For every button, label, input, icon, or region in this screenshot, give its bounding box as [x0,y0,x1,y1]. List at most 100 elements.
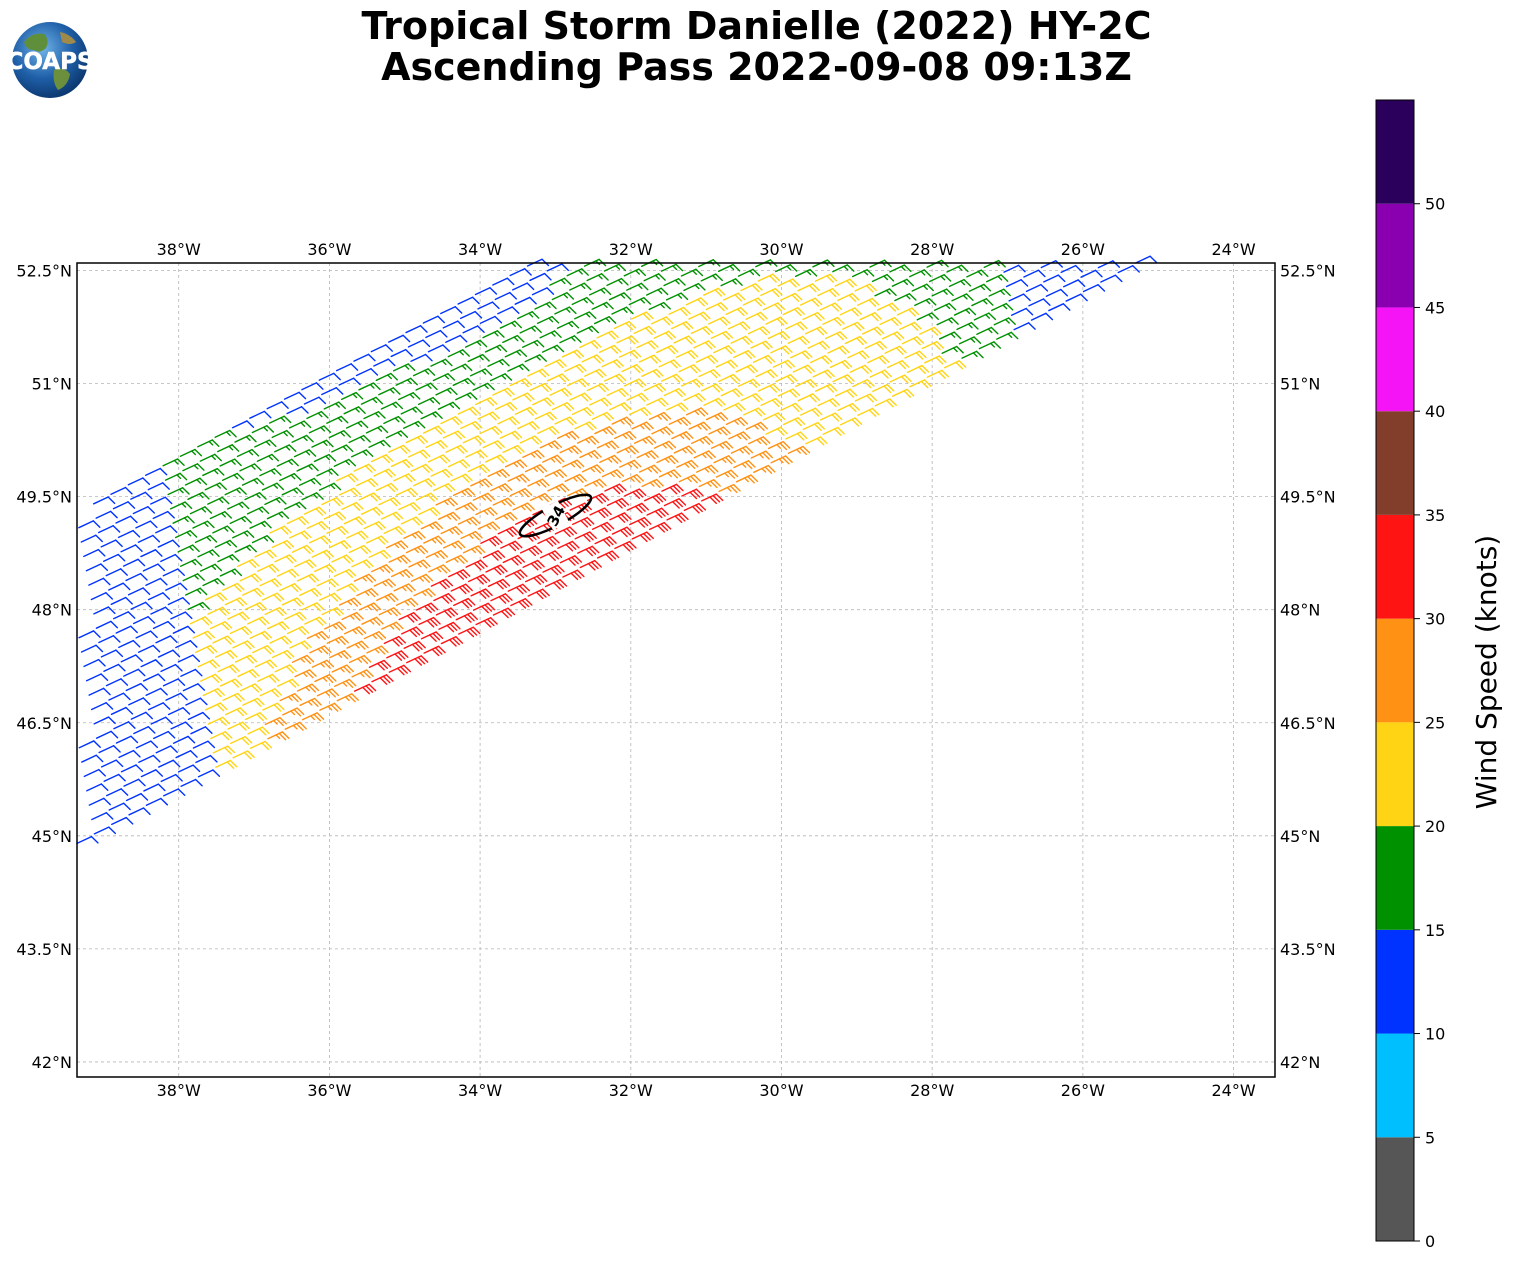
wind-barb [341,501,364,512]
wind-barb [242,587,265,597]
wind-barb [385,430,409,439]
wind-barb [269,635,292,645]
wind-barb [636,340,659,350]
wind-barb [993,317,1016,326]
wind-barb [239,683,263,693]
wind-barb [616,445,639,455]
wind-barb [685,297,709,307]
wind-barb [207,716,230,726]
wind-barb [571,406,595,417]
wind-barb [266,621,290,631]
wind-barb [338,597,362,607]
wind-barb [212,635,235,645]
wind-barb [279,472,302,482]
colorbar-tick-label: 25 [1425,713,1445,732]
wind-barb [132,616,156,625]
wind-barb [163,788,186,797]
wind-barb [415,382,438,391]
wind-barb [733,460,756,470]
wind-barb [753,464,776,475]
wind-barb [785,321,808,331]
wind-barb [814,383,838,393]
wind-barb [400,406,423,415]
wind-barb [740,283,763,293]
wind-barb [849,364,873,374]
wind-barb [356,588,379,598]
wind-barb [760,287,783,298]
wind-barb [276,458,299,467]
wind-barb [140,769,164,778]
wind-barb [83,548,106,558]
wind-barb [529,272,552,282]
wind-barb [614,430,637,441]
wind-barb [401,626,424,638]
wind-barb [559,445,582,455]
wind-barb [306,630,330,641]
wind-barb [145,687,168,696]
wind-barb [663,278,686,287]
wind-barb [601,359,624,369]
wind-barb [822,426,845,436]
wind-barb [83,658,106,668]
wind-barb [215,759,238,769]
wind-barb [142,563,166,572]
wind-barb [249,410,272,419]
wind-barb [190,616,213,626]
wind-barb [656,344,679,355]
wind-barb [155,745,178,754]
wind-barb [661,483,684,495]
wind-barb [385,540,409,550]
wind-barb [944,360,967,370]
wind-barb [244,602,267,612]
wind-barb [502,554,525,566]
wind-barb [135,630,158,639]
lon-tick-label-bottom: 38°W [157,1081,201,1100]
wind-barb [996,331,1019,340]
colorbar-bin [1376,929,1414,1034]
wind-barb [195,644,218,655]
wind-barb [968,283,992,292]
wind-barb [619,459,642,469]
wind-barb [358,602,382,612]
wind-barb [611,526,635,538]
wind-barb [78,740,101,749]
wind-barb [83,768,106,778]
wind-barb [673,335,696,345]
wind-barb [380,401,404,410]
wind-barb [140,659,163,668]
wind-barb [703,287,726,297]
wind-barb [95,620,119,629]
wind-barb [537,425,560,436]
wind-barb [489,373,513,382]
wind-barb [631,311,654,321]
lat-tick-label-left: 51°N [32,375,72,394]
wind-barb [284,501,307,510]
wind-barb [370,454,394,464]
wind-barb [586,383,610,393]
wind-barb [817,398,840,408]
wind-barb [304,616,327,626]
wind-barb [202,687,225,698]
wind-barb [182,463,205,472]
wind-barb [249,740,273,750]
wind-barb [376,592,399,603]
wind-barb [611,306,634,315]
wind-barb [470,588,493,599]
wind-barb [596,440,620,450]
wind-barb [388,444,411,454]
wind-barb [497,416,520,426]
wind-barb [286,626,310,636]
wind-barb [97,525,121,534]
wind-barb [209,511,233,520]
wind-barb [333,458,356,467]
wind-barb [105,678,129,687]
wind-barb [566,268,589,277]
wind-barb [229,735,253,746]
wind-barb [256,563,280,573]
wind-barb [224,597,248,607]
wind-barb [738,378,761,388]
wind-barb [894,293,917,302]
wind-barb [246,506,270,515]
lat-tick-label-right: 43.5°N [1280,940,1336,959]
wind-barb [507,473,530,483]
